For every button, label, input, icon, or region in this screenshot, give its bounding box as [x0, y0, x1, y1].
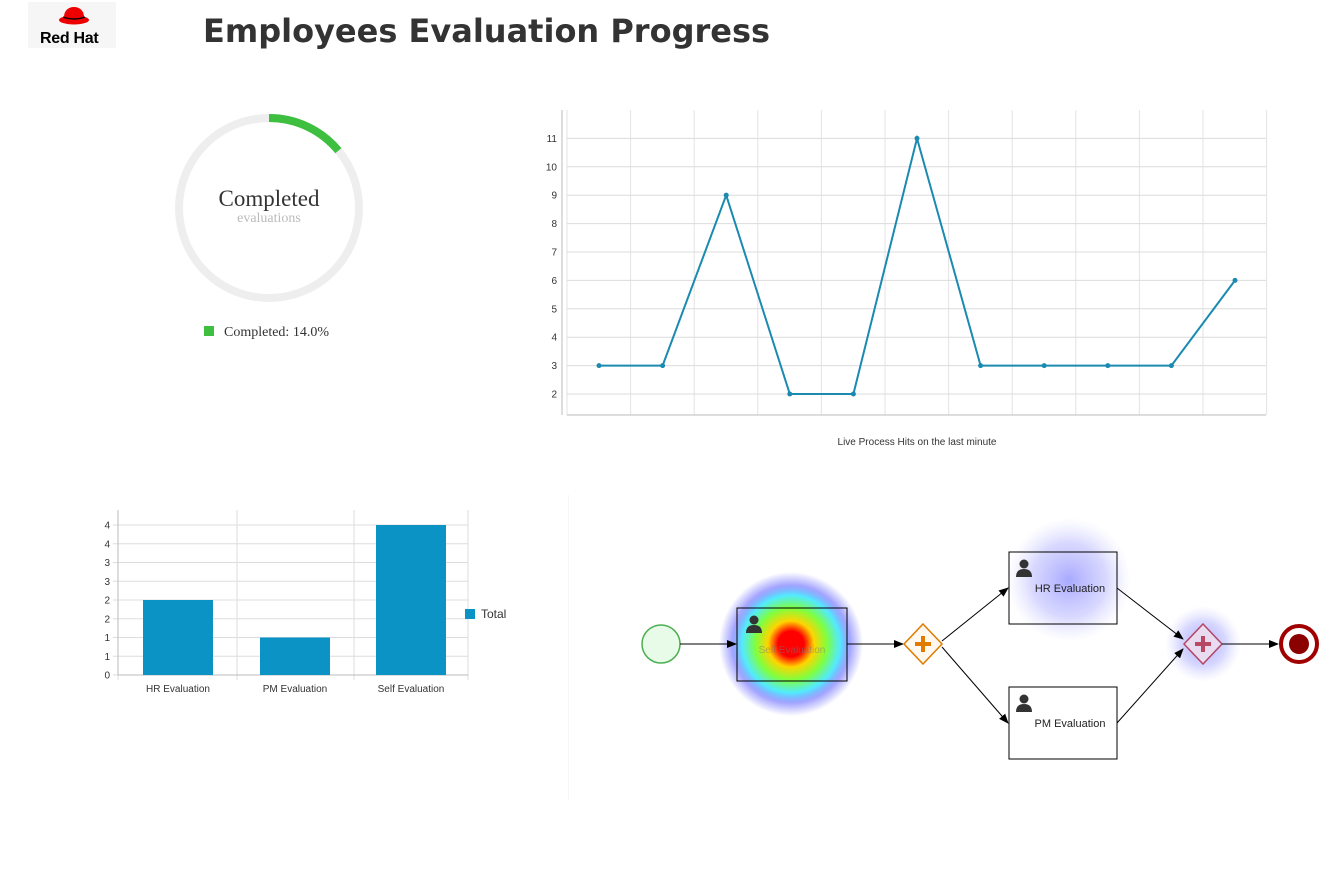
- data-point[interactable]: [1041, 363, 1047, 369]
- data-point[interactable]: [787, 391, 793, 397]
- logo-text: Red Hat: [40, 30, 99, 47]
- task-pm-evaluation-label: PM Evaluation: [1035, 718, 1106, 730]
- start-event[interactable]: [641, 624, 681, 664]
- data-point[interactable]: [978, 363, 984, 369]
- y-tick-label: 3: [551, 361, 557, 372]
- bar-chart-bars: [143, 525, 446, 675]
- donut-legend-label: Completed: 14.0%: [224, 325, 329, 340]
- user-task-icon: [746, 615, 762, 633]
- redhat-logo: [28, 2, 116, 48]
- bar-chart-y-ticks: 0 1 1 2 2 3 3 4 4: [104, 521, 110, 682]
- y-tick-label: 9: [551, 191, 557, 202]
- line-chart-points: [596, 135, 1238, 397]
- x-tick-label: Self Evaluation: [378, 684, 445, 695]
- completion-donut: [175, 114, 363, 302]
- heat-spot-task2: [1007, 518, 1131, 642]
- y-tick-label: 2: [551, 390, 557, 401]
- y-tick-label: 4: [551, 333, 557, 344]
- data-point[interactable]: [850, 391, 856, 397]
- y-tick-label: 11: [547, 134, 558, 145]
- y-tick-label: 2: [104, 614, 110, 625]
- user-task-icon: [1016, 559, 1032, 577]
- heat-spot-task1: [719, 572, 863, 716]
- y-tick-label: 1: [104, 633, 110, 644]
- data-point[interactable]: [1232, 277, 1238, 283]
- bar[interactable]: [260, 637, 330, 676]
- task-self-evaluation-label: Self Evaluation: [759, 645, 826, 656]
- legend-swatch: [204, 326, 214, 336]
- bar[interactable]: [143, 600, 213, 675]
- data-point[interactable]: [914, 135, 920, 141]
- bar-chart-x-labels: HR Evaluation PM Evaluation Self Evaluatio…: [146, 684, 444, 695]
- y-tick-label: 4: [104, 521, 110, 532]
- y-tick-label: 3: [104, 577, 110, 588]
- data-point[interactable]: [723, 192, 729, 198]
- x-tick-label: HR Evaluation: [146, 684, 210, 695]
- y-tick-label: 2: [104, 596, 110, 607]
- x-tick-label: PM Evaluation: [263, 684, 327, 695]
- process-heatmap-diagram: Self Evaluation HR Evaluation PM Evaluat…: [568, 495, 1319, 800]
- y-tick-label: 6: [551, 276, 557, 287]
- y-tick-label: 4: [104, 539, 110, 550]
- y-tick-label: 5: [551, 304, 557, 315]
- task-hr-evaluation-label: HR Evaluation: [1035, 583, 1105, 595]
- donut-sublabel: evaluations: [237, 211, 301, 226]
- user-task-icon: [1016, 694, 1032, 712]
- live-hits-line-chart: 2 3 4 5 6 7 8 9 10 11 Live Process Hits on the la…: [546, 110, 1268, 448]
- donut-progress-arc: [175, 114, 363, 302]
- y-tick-label: 8: [551, 219, 557, 230]
- y-tick-label: 10: [546, 162, 558, 173]
- data-point[interactable]: [1168, 363, 1174, 369]
- donut-legend[interactable]: Completed: 14.0%: [204, 325, 329, 341]
- y-tick-label: 1: [104, 652, 110, 663]
- legend-total-label[interactable]: Total: [481, 607, 506, 621]
- data-point[interactable]: [660, 363, 666, 369]
- page-title: Employees Evaluation Progress: [203, 12, 771, 50]
- y-tick-label: 3: [104, 558, 110, 569]
- evaluations-bar-chart: 0 1 1 2 2 3 3 4 4 HR Evaluation PM Evaluation Self…: [104, 510, 506, 695]
- line-chart-title: Live Process Hits on the last minute: [838, 437, 997, 448]
- data-point[interactable]: [1105, 363, 1111, 369]
- data-point[interactable]: [596, 363, 602, 369]
- line-chart-y-ticks: 2 3 4 5 6 7 8 9 10 11: [546, 134, 558, 401]
- parallel-gateway-join[interactable]: [1182, 622, 1224, 666]
- y-tick-label: 7: [551, 248, 557, 259]
- y-tick-label: 0: [104, 671, 110, 682]
- parallel-gateway-split[interactable]: [902, 622, 944, 666]
- legend-swatch-total: [465, 609, 475, 619]
- line-chart-grid: [561, 110, 1268, 416]
- donut-label: Completed: [218, 186, 320, 211]
- end-event[interactable]: [1279, 624, 1319, 664]
- bar[interactable]: [376, 525, 446, 675]
